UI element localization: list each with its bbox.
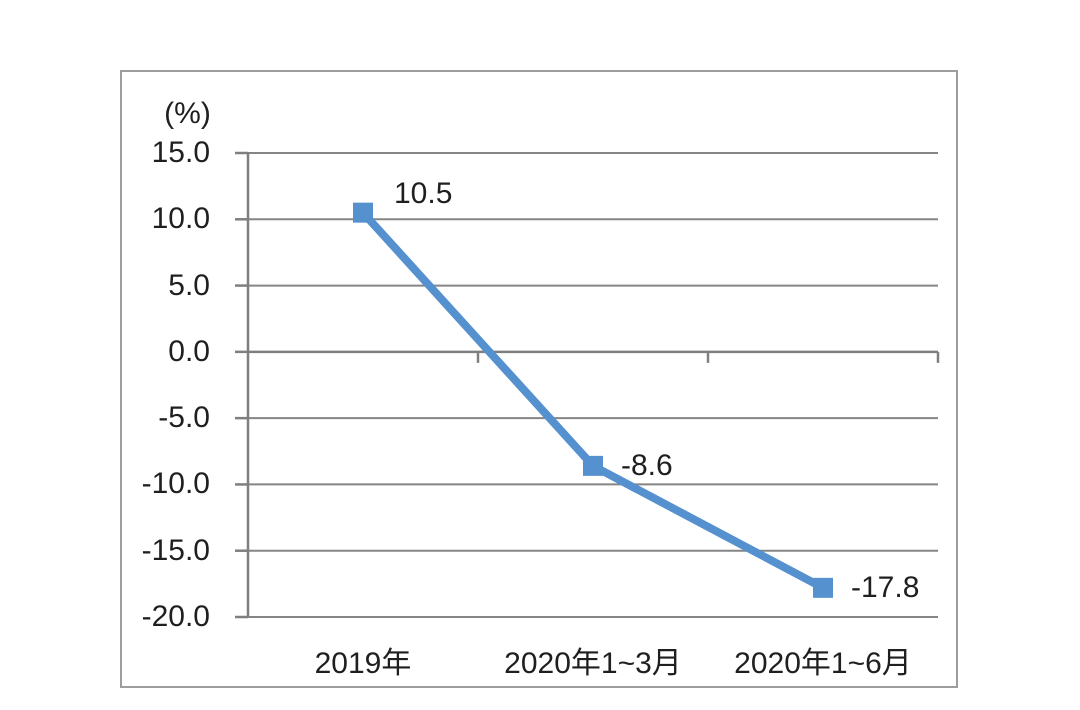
x-category-label: 2019年 <box>314 647 412 680</box>
y-tick-label: 15.0 <box>151 136 210 169</box>
y-tick-label: -20.0 <box>141 600 210 633</box>
x-category-label: 2020年1~3月 <box>504 647 682 680</box>
data-label: -8.6 <box>621 448 673 482</box>
data-point-marker <box>353 202 373 223</box>
y-tick-label: 5.0 <box>168 268 210 302</box>
y-tick-label: -5.0 <box>158 401 210 435</box>
data-point-marker <box>583 455 603 476</box>
series-line <box>360 209 825 592</box>
data-label: 10.5 <box>394 176 453 210</box>
data-point-marker <box>813 577 833 598</box>
x-category-label: 2020年1~6月 <box>734 647 912 680</box>
y-tick-label: -15.0 <box>141 533 210 567</box>
y-tick-label: 0.0 <box>168 334 210 368</box>
y-tick-label: 10.0 <box>151 202 210 236</box>
y-axis-unit-label: (%) <box>164 97 211 130</box>
y-tick-label: -10.0 <box>141 467 210 501</box>
data-label: -17.8 <box>851 570 920 604</box>
